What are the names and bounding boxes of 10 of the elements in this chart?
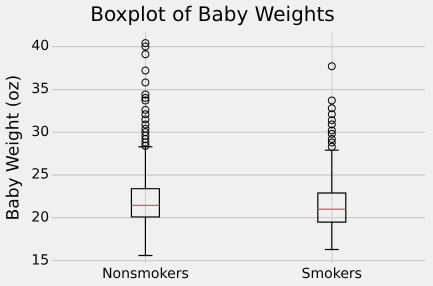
y-tick-label: 40	[31, 38, 50, 54]
y-tick-label: 35	[31, 81, 50, 98]
chart-title: Boxplot of Baby Weights	[90, 2, 335, 26]
y-tick-label: 15	[31, 252, 50, 268]
y-tick-label: 20	[31, 209, 50, 226]
y-axis-title: Baby Weight (oz)	[4, 74, 24, 220]
x-tick-label: Smokers	[302, 266, 362, 282]
y-tick-label: 25	[31, 166, 50, 183]
x-tick-label: Nonsmokers	[102, 266, 189, 282]
y-tick-label: 30	[31, 124, 50, 140]
